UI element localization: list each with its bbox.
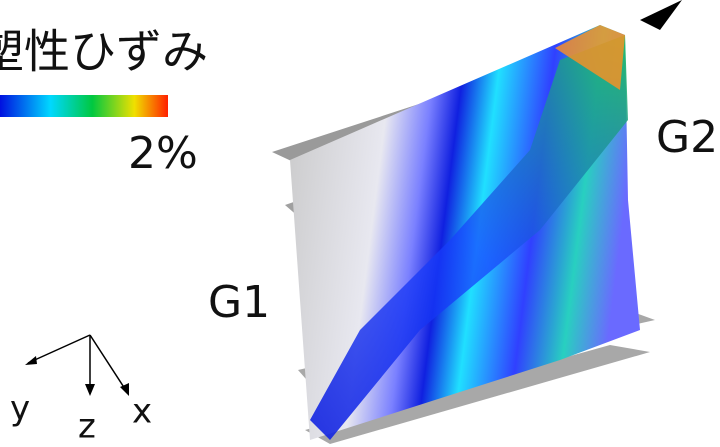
color-bar bbox=[0, 95, 168, 117]
girder-label: G1 bbox=[208, 277, 270, 328]
axis-arrows bbox=[25, 356, 129, 396]
legend-max-label: 2% bbox=[128, 128, 198, 179]
axis-triad bbox=[28, 335, 127, 393]
girder-label: G2 bbox=[656, 112, 718, 163]
legend-title: 塑性ひずみ bbox=[0, 25, 208, 79]
arrow bbox=[640, 0, 682, 30]
axis-label: x bbox=[132, 392, 152, 432]
axis-label: y bbox=[10, 389, 30, 429]
axis-label: z bbox=[78, 407, 96, 447]
page: 塑性ひずみ 2% G1 G2 y z x bbox=[0, 0, 720, 447]
figure: 塑性ひずみ 2% G1 G2 y z x bbox=[0, 0, 720, 447]
